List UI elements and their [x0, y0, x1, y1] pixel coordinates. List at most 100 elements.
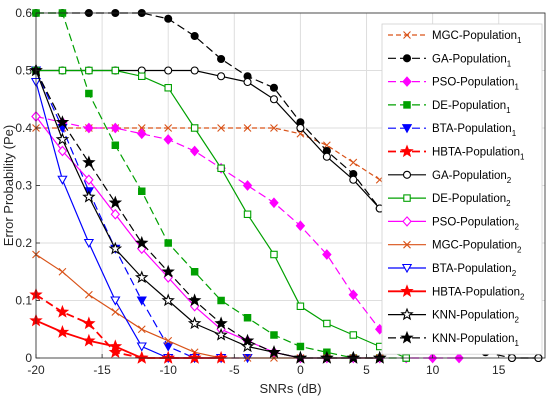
legend-label-subscript: 1	[514, 339, 519, 348]
x-tick-label: -5	[229, 363, 240, 377]
data-point	[242, 180, 253, 191]
data-point	[161, 264, 175, 278]
legend-label-subscript: 2	[506, 199, 511, 208]
legend-entry: GA-Population1	[388, 53, 512, 68]
y-tick-label: 0	[25, 351, 32, 365]
x-tick-label: 5	[363, 363, 370, 377]
data-point	[161, 293, 175, 307]
data-point	[296, 342, 305, 351]
data-point	[400, 307, 414, 321]
data-point	[164, 66, 173, 75]
legend-label-subscript: 2	[520, 292, 525, 301]
data-point	[323, 319, 331, 328]
data-point	[270, 124, 278, 132]
legend-label: KNN-Population2	[432, 310, 519, 325]
data-point	[349, 331, 358, 339]
legend-entry: HBTA-Population1	[388, 144, 525, 162]
series-line	[36, 69, 407, 359]
data-point	[400, 144, 414, 158]
data-point	[269, 197, 279, 209]
data-point	[58, 66, 67, 75]
legend-entry: DE-Population2	[388, 193, 511, 208]
data-point	[403, 240, 411, 249]
data-point	[217, 72, 226, 81]
data-point	[403, 101, 411, 109]
data-point	[82, 333, 96, 347]
data-point	[110, 122, 121, 134]
data-point	[269, 95, 279, 104]
series-bta-population-1	[30, 66, 253, 364]
x-tick-label: 10	[426, 363, 440, 377]
legend-label: DE-Population2	[432, 193, 511, 208]
legend-label: MGC-Population2	[432, 240, 522, 255]
legend-label-subscript: 1	[517, 36, 522, 45]
data-point	[187, 293, 202, 307]
data-point	[58, 267, 67, 276]
legend-label-subscript: 1	[512, 129, 517, 138]
data-point	[111, 308, 120, 316]
data-point	[108, 241, 123, 255]
legend-entry: HBTA-Population2	[388, 284, 525, 301]
y-tick-label: 0.4	[15, 121, 32, 135]
data-point	[163, 342, 174, 352]
data-point	[217, 124, 225, 132]
data-point	[320, 350, 334, 364]
data-point	[402, 54, 412, 63]
x-tick-label: 0	[297, 363, 304, 377]
data-point	[137, 325, 146, 334]
data-point	[136, 342, 147, 352]
data-point	[400, 330, 414, 344]
data-point	[82, 316, 96, 330]
legend-label: BTA-Population1	[432, 123, 517, 138]
data-point	[108, 339, 123, 353]
data-point	[189, 145, 200, 157]
data-point	[164, 336, 173, 345]
legend-label-subscript: 2	[514, 222, 519, 231]
data-point	[267, 345, 281, 358]
data-point	[57, 145, 68, 157]
legend-entry: MGC-Population2	[388, 240, 522, 255]
legend-label: DE-Population1	[432, 100, 511, 115]
legend-entry: DE-Population1	[388, 100, 511, 115]
data-point	[134, 350, 149, 364]
x-tick-label: -10	[160, 363, 178, 377]
data-point	[55, 132, 70, 146]
data-point	[243, 210, 252, 219]
legend-label: PSO-Population2	[432, 216, 519, 231]
data-point	[403, 31, 411, 39]
data-point	[240, 333, 255, 347]
data-point	[190, 267, 199, 276]
data-point	[111, 66, 120, 75]
legend-label-subscript: 1	[520, 153, 525, 162]
data-point	[187, 350, 202, 364]
data-point	[84, 290, 93, 299]
data-point	[346, 350, 360, 364]
legend-entry: GA-Population2	[388, 170, 512, 185]
legend-entry: PSO-Population2	[388, 216, 519, 231]
data-point	[82, 189, 96, 203]
legend-entry: KNN-Population2	[388, 307, 519, 325]
data-point	[217, 54, 226, 64]
data-point	[138, 72, 146, 81]
legend-label: MGC-Population1	[432, 30, 522, 45]
series-line	[35, 70, 380, 359]
chart-legend: MGC-Population1 GA-Population1 PSO-Populat…	[381, 23, 543, 355]
plot-axes: -20 -15 -10 -5 0 5 10 15 0 0.1 0.2 0.3 0.4 0.5 0.6	[15, 6, 546, 377]
data-point	[217, 164, 225, 173]
data-point	[270, 250, 278, 259]
data-point	[57, 175, 68, 185]
data-point	[190, 31, 199, 41]
data-point	[401, 124, 413, 134]
data-point	[82, 155, 96, 169]
data-point	[108, 345, 123, 358]
y-tick-label: 0.5	[15, 64, 32, 78]
data-point	[269, 83, 279, 92]
data-point	[187, 316, 202, 330]
legend-entry: BTA-Population2	[388, 263, 517, 278]
data-point	[296, 123, 305, 133]
data-point	[84, 174, 94, 186]
data-point	[55, 115, 70, 129]
data-point	[401, 263, 413, 274]
data-point	[138, 187, 146, 196]
data-point	[243, 124, 252, 132]
